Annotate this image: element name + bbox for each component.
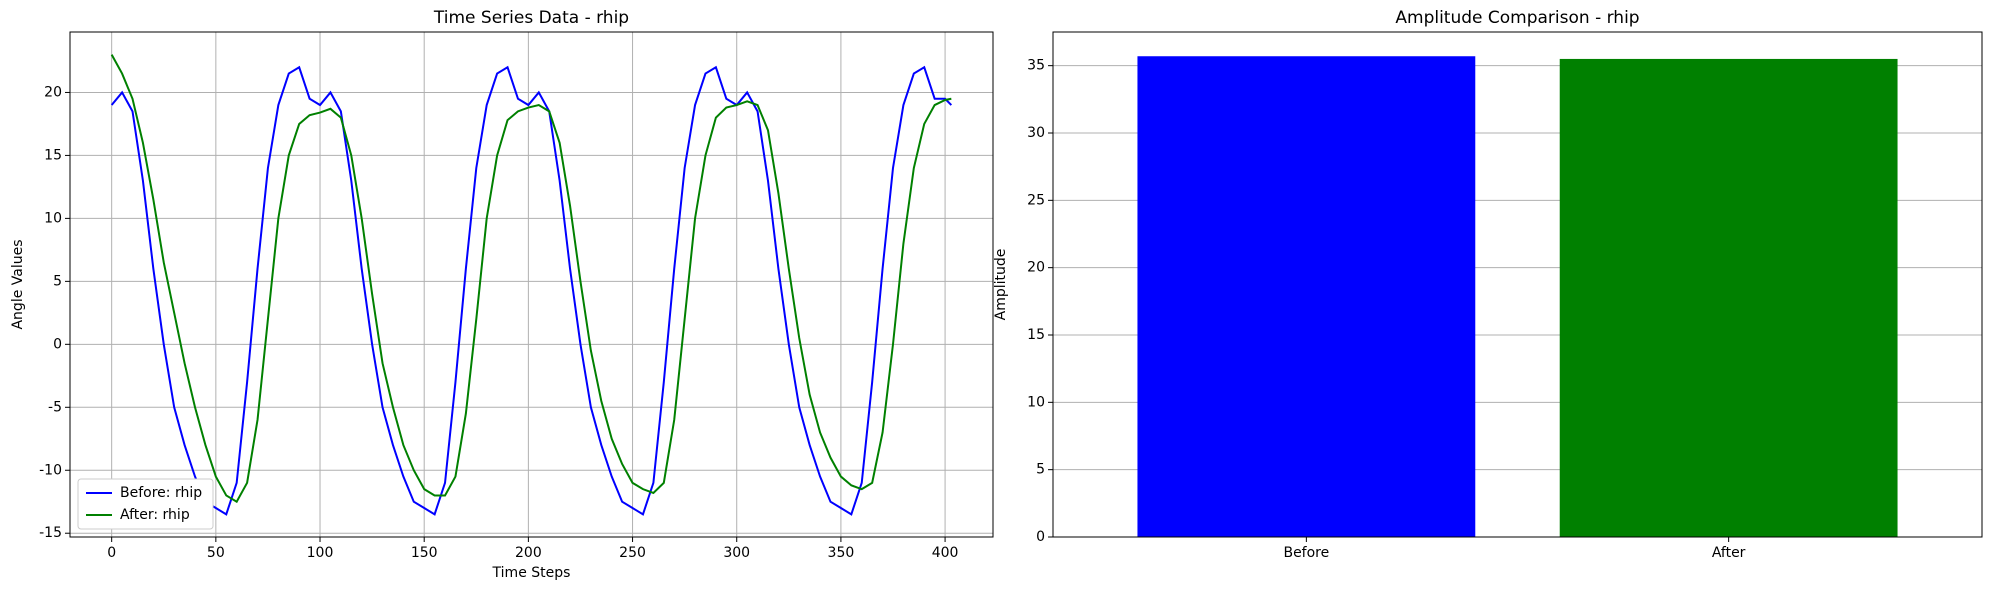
x-tick-label: 150: [411, 545, 438, 561]
y-axis-label: Angle Values: [10, 239, 26, 329]
y-tick-label: 15: [44, 147, 62, 163]
y-tick-label: 10: [44, 210, 62, 226]
bar: [1559, 58, 1898, 537]
legend: Before: rhip After: rhip: [77, 478, 214, 530]
y-tick-label: 35: [1027, 58, 1045, 74]
y-tick-label: 5: [1036, 462, 1045, 478]
x-tick-label: 400: [932, 545, 959, 561]
axes-frame: [1052, 31, 1983, 538]
x-tick-label: Before: [1283, 545, 1329, 561]
y-tick-label: 25: [1027, 192, 1045, 208]
y-tick-label: 10: [1027, 394, 1045, 410]
x-tick-label: 200: [515, 545, 542, 561]
x-axis-label: Time Steps: [492, 565, 571, 581]
x-tick-label: 250: [619, 545, 646, 561]
x-tick-label: 300: [723, 545, 750, 561]
y-tick-label: -5: [48, 399, 62, 415]
y-tick-label: -10: [39, 462, 62, 478]
y-tick-label: 0: [53, 336, 62, 352]
chart-title: Time Series Data - rhip: [433, 8, 629, 28]
line-series: [110, 65, 953, 516]
axes-frame: [69, 31, 994, 538]
x-tick-label: 0: [107, 545, 116, 561]
x-tick-label: 100: [307, 545, 334, 561]
y-tick-label: -15: [39, 525, 62, 541]
y-tick-label: 20: [1027, 260, 1045, 276]
x-tick-label: 50: [207, 545, 225, 561]
y-tick-label: 30: [1027, 125, 1045, 141]
y-tick-label: 20: [44, 84, 62, 100]
y-tick-label: 15: [1027, 327, 1045, 343]
y-tick-label: 0: [1036, 529, 1045, 545]
y-tick-label: 5: [53, 273, 62, 289]
line-series: [110, 54, 952, 504]
legend-label: Before: rhip: [120, 485, 202, 501]
legend-label: After: rhip: [120, 507, 190, 523]
x-tick-label: 350: [828, 545, 855, 561]
chart-title: Amplitude Comparison - rhip: [1395, 8, 1639, 28]
y-axis-label: Amplitude: [993, 249, 1009, 321]
bar: [1137, 56, 1476, 538]
x-tick-label: After: [1712, 545, 1746, 561]
legend-box: [77, 478, 214, 530]
